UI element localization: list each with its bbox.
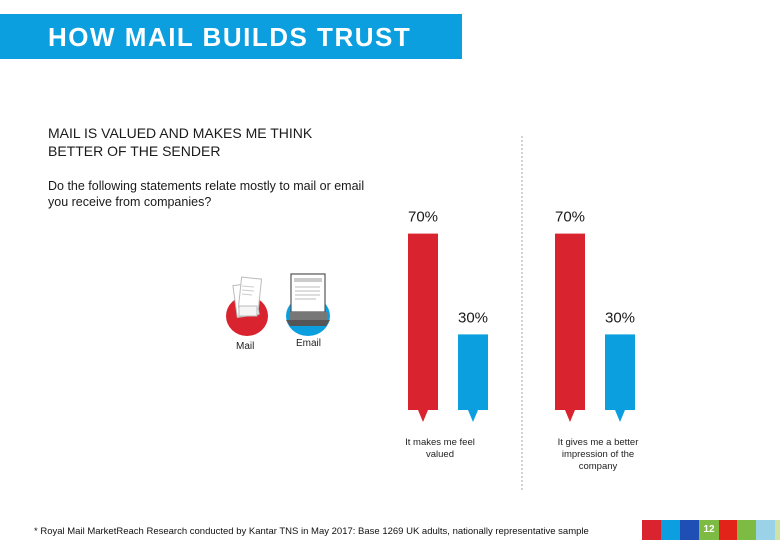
page-title: HOW MAIL BUILDS TRUST (48, 22, 412, 52)
bar-mail (555, 233, 585, 410)
bar-email (605, 334, 635, 410)
color-strip-swatch (756, 520, 775, 540)
legend-label-mail: Mail (236, 341, 255, 352)
email-icon (286, 273, 330, 336)
color-strip-swatch (737, 520, 756, 540)
bar-pointer (615, 410, 625, 422)
chart-heading: MAIL IS VALUED AND MAKES ME THINK BETTER… (48, 125, 313, 159)
bar-email (458, 334, 488, 410)
footnote: * Royal Mail MarketReach Research conduc… (34, 526, 589, 537)
bar-pointer (418, 410, 428, 422)
category-label: It gives me a better impression of the com… (558, 437, 639, 472)
category-label: It makes me feel valued (405, 437, 475, 460)
color-strip-swatch (661, 520, 680, 540)
mail-icon (226, 276, 268, 336)
bar-mail (408, 233, 438, 410)
value-label: 70% (408, 209, 438, 226)
color-strip-swatch (680, 520, 699, 540)
color-strip-swatch (718, 520, 737, 540)
page-number: 12 (699, 520, 719, 540)
color-strip-swatch (775, 520, 780, 540)
bar-pointer (468, 410, 478, 422)
value-label: 70% (555, 209, 585, 226)
value-label: 30% (458, 309, 488, 326)
value-label: 30% (605, 309, 635, 326)
bar-pointer (565, 410, 575, 422)
title-banner: HOW MAIL BUILDS TRUST (0, 14, 462, 59)
color-strip-swatch (642, 520, 661, 540)
survey-question: Do the following statements relate mostl… (48, 179, 365, 209)
legend-label-email: Email (296, 338, 322, 349)
